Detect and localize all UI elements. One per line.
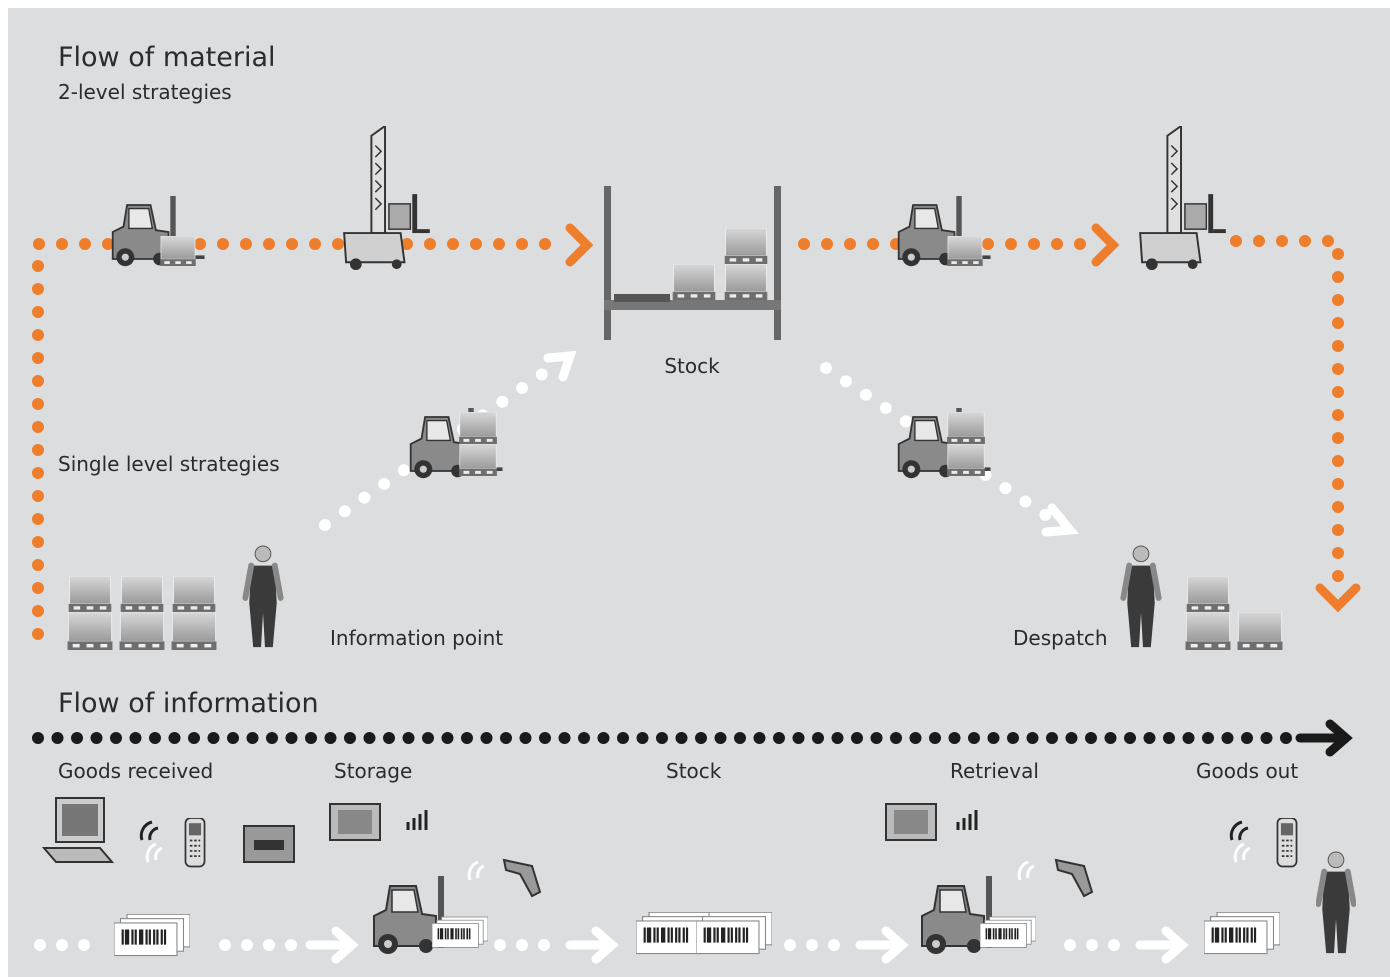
pallet — [725, 228, 768, 264]
barcode-labels — [432, 917, 488, 947]
material-title: Flow of material — [58, 42, 276, 73]
stage-label: Goods out — [1196, 759, 1298, 783]
pallet — [459, 444, 497, 476]
diagram: Flow of material 2-level strategies Stoc… — [0, 0, 1390, 977]
pallet — [725, 264, 768, 300]
pallet-stack — [68, 576, 217, 650]
background — [8, 8, 1390, 977]
barcode-labels — [1204, 912, 1280, 953]
pallet — [160, 236, 195, 266]
page: Flow of material 2-level strategies Stoc… — [0, 0, 1390, 977]
printer — [244, 826, 294, 862]
stage-label: Stock — [666, 759, 722, 783]
stage-label: Goods received — [58, 759, 213, 783]
barcode-labels — [980, 917, 1036, 947]
handheld — [185, 818, 204, 867]
stock-label: Stock — [664, 354, 720, 378]
pallet — [459, 412, 497, 444]
barcode-labels — [114, 914, 190, 955]
handheld — [1277, 818, 1296, 867]
pallet — [947, 412, 985, 444]
material-subtitle: 2-level strategies — [58, 80, 232, 104]
pallet — [947, 236, 982, 266]
information-title: Flow of information — [58, 688, 319, 719]
pallet — [673, 264, 716, 300]
pallet — [947, 444, 985, 476]
despatch-label: Despatch — [1013, 626, 1108, 650]
stage-label: Storage — [334, 759, 412, 783]
barcode-labels — [696, 912, 772, 953]
stage-label: Retrieval — [950, 759, 1039, 783]
single-level-label: Single level strategies — [58, 452, 280, 476]
information-point-label: Information point — [330, 626, 503, 650]
pallet-base — [614, 294, 670, 302]
